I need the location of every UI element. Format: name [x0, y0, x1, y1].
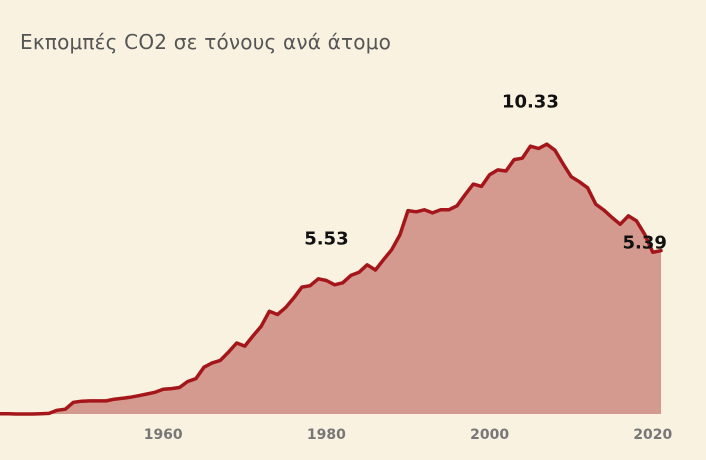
x-tick-label-2020: 2020	[633, 427, 672, 443]
data-label-2005: 10.33	[502, 91, 559, 112]
data-label-2019: 5.39	[622, 232, 666, 253]
x-tick-label-1980: 1980	[307, 427, 346, 443]
x-tick-label-2000: 2000	[470, 427, 509, 443]
x-tick-label-1960: 1960	[144, 427, 183, 443]
emissions-line	[0, 142, 663, 416]
emissions-area	[0, 144, 661, 414]
chart-title: Εκπομπές CO2 σε τόνους ανά άτομο	[20, 30, 392, 54]
data-label-1980: 5.53	[304, 228, 348, 249]
